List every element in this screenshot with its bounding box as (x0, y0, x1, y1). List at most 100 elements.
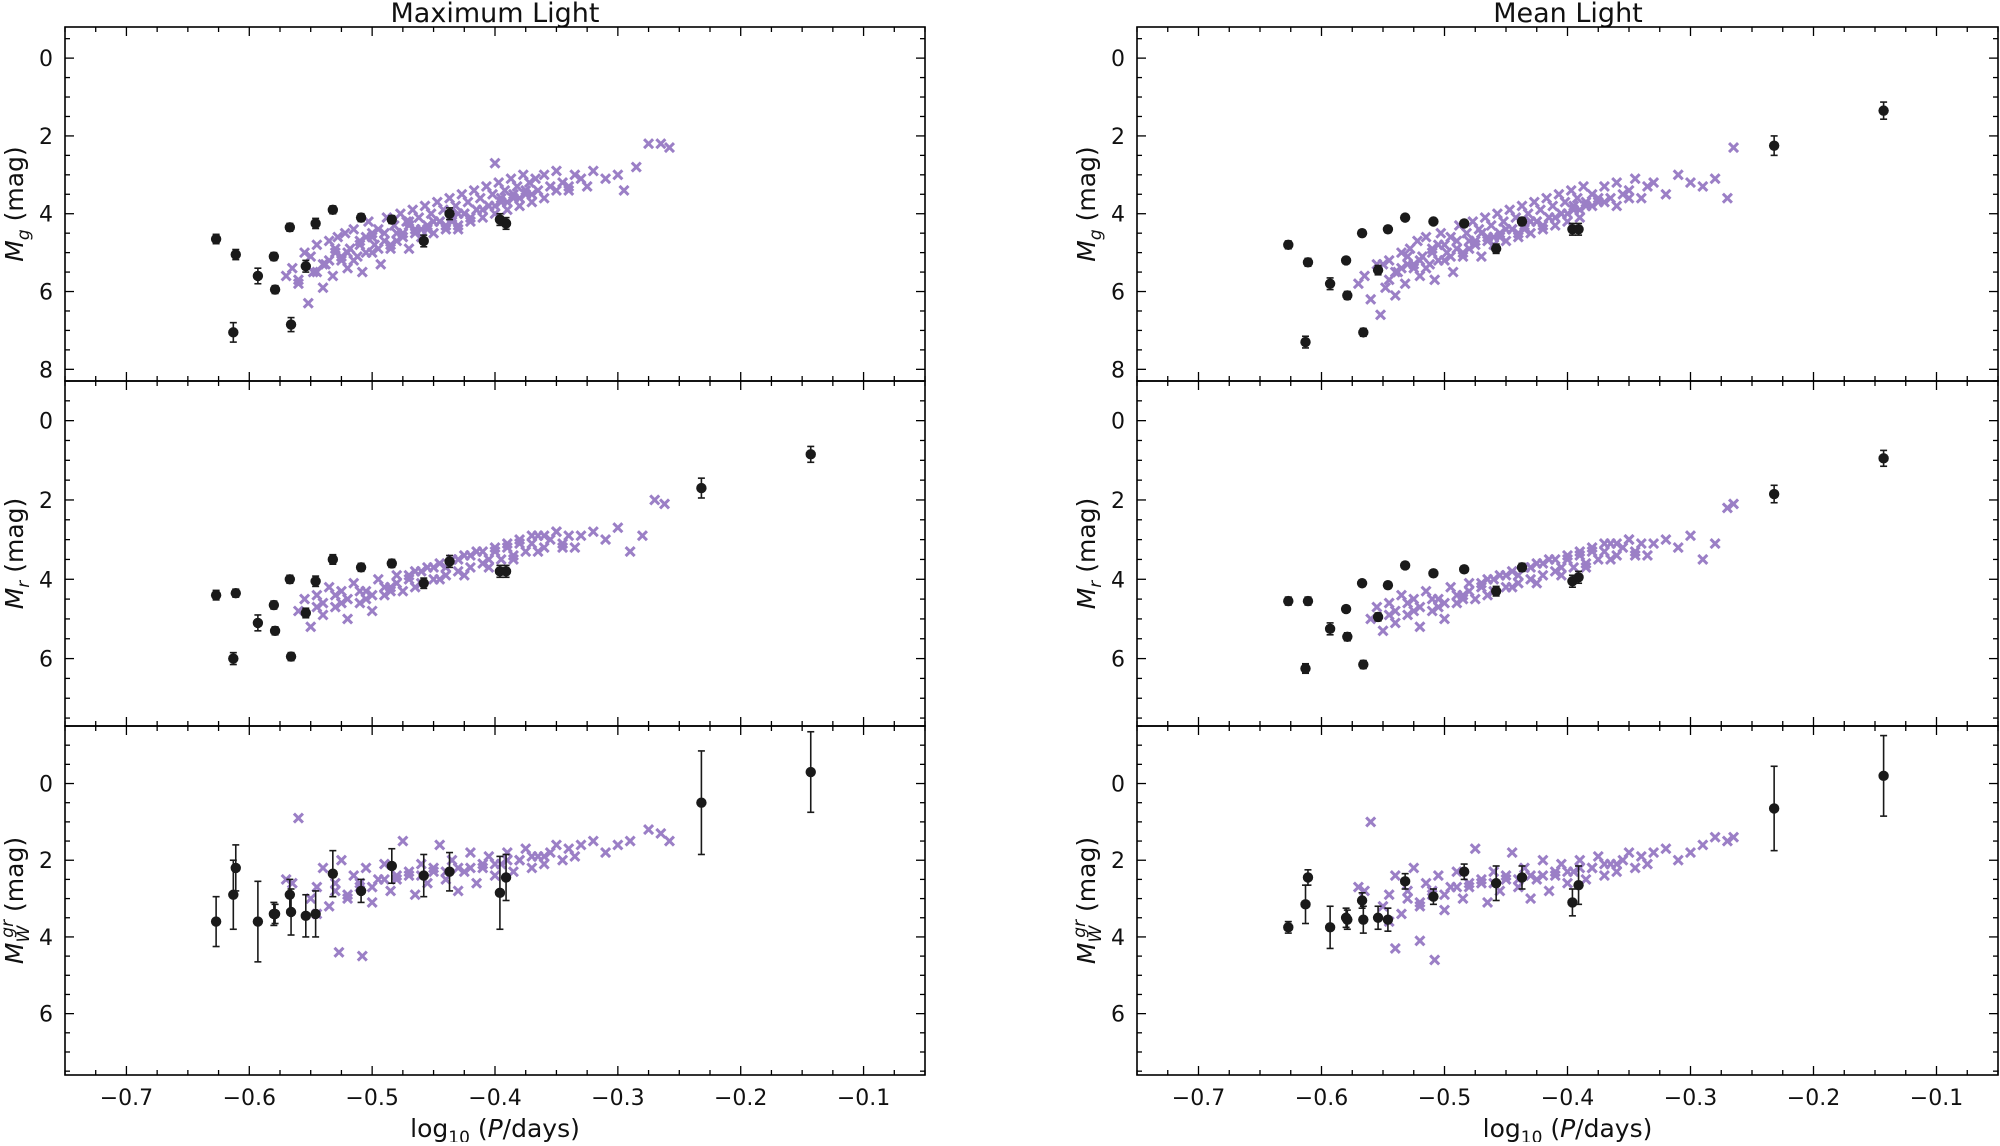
target-point (1283, 922, 1294, 933)
sample-point (1429, 274, 1441, 286)
panel-mean-top-ylabel: Mg (mag) (1072, 146, 1106, 261)
target-point (1300, 899, 1311, 910)
sample-point (1629, 862, 1641, 874)
sample-point (1408, 258, 1420, 270)
target-point (1342, 290, 1353, 301)
sample-point (1709, 538, 1721, 550)
sample-point (1432, 870, 1444, 882)
sample-point (1648, 538, 1660, 550)
sample-point (403, 866, 415, 878)
target-point (1573, 879, 1584, 891)
sample-point (1611, 538, 1623, 550)
sample-point (452, 862, 464, 874)
target-point (210, 233, 222, 245)
x-tick-label: −0.6 (223, 1086, 276, 1111)
sample-point (532, 545, 544, 558)
target-point (1324, 922, 1336, 933)
sample-point (563, 180, 575, 193)
sample-point (1402, 609, 1414, 621)
sample-point (1445, 250, 1457, 263)
column-titles: Maximum Light Mean Light (391, 0, 1643, 29)
sample-point (342, 613, 354, 625)
target-point (1324, 278, 1336, 289)
sample-point (1365, 293, 1377, 305)
sample-point (1641, 180, 1654, 193)
target-point (1302, 872, 1314, 883)
sample-point (323, 900, 335, 912)
sample-point (1534, 204, 1547, 216)
target-point (1399, 560, 1411, 571)
sample-point (1500, 235, 1512, 247)
column-title-maximum-light: Maximum Light (391, 0, 600, 29)
sample-point (587, 165, 599, 177)
sample-point (1635, 538, 1647, 550)
sample-point (425, 208, 437, 220)
panel-mean-top: 0 2 4 6 8 Mg (mag) (1072, 26, 1999, 383)
sample-point (1395, 247, 1408, 259)
sample-point (403, 215, 415, 228)
target-point (386, 558, 397, 569)
target-point (1356, 895, 1368, 906)
sample-point (1414, 601, 1426, 613)
sample-point (643, 823, 655, 836)
sample-point (1494, 231, 1506, 243)
sample-point (462, 196, 474, 208)
panel-max-top: 0 2 4 6 8 Mg (mag) (0, 26, 926, 383)
target-point (285, 651, 297, 662)
sample-point (538, 192, 550, 204)
sample-point (1506, 565, 1518, 577)
sample-point (1457, 247, 1469, 259)
sample-point (477, 862, 489, 874)
sample-point (1598, 196, 1610, 208)
sample-point (477, 545, 489, 558)
panel-max-bottom-xlabel: log10 (P/days) (410, 1114, 580, 1142)
sample-point (428, 561, 440, 573)
sample-point (600, 173, 612, 185)
sample-point (305, 893, 317, 905)
target-point (696, 797, 707, 808)
y-tick-label: 0 (39, 410, 53, 435)
sample-point (636, 530, 648, 542)
sample-point (375, 258, 387, 270)
sample-point (385, 885, 397, 897)
column-title-mean-light: Mean Light (1493, 0, 1643, 29)
sample-point (1623, 846, 1635, 859)
sample-point (1352, 881, 1364, 893)
sample-point (1586, 545, 1598, 558)
target-point (300, 261, 311, 272)
sample-point (1549, 866, 1561, 878)
panel-mean-middle: 0 2 4 6 Mr (mag) (1072, 380, 1999, 727)
panel-mean-bottom-frame (1136, 725, 1999, 1076)
sample-point (1604, 553, 1617, 566)
sample-point (366, 605, 378, 617)
target-point (1458, 564, 1470, 575)
sample-point (1684, 846, 1697, 859)
sample-point (1555, 208, 1567, 220)
target-point (1490, 878, 1502, 889)
panel-max-middle: 0 2 4 6 Mr (mag) (0, 380, 926, 727)
sample-point (1672, 854, 1684, 866)
target-point (696, 482, 707, 494)
y-tick-label: 4 (1111, 926, 1125, 951)
sample-point (317, 282, 329, 294)
sample-point (1395, 908, 1408, 920)
sample-point (501, 854, 513, 866)
sample-point (538, 850, 550, 862)
target-point (386, 214, 397, 225)
sample-point (403, 870, 415, 882)
sample-point (1561, 877, 1574, 889)
sample-point (1451, 866, 1463, 878)
sample-point (317, 597, 329, 609)
sample-point (458, 866, 470, 878)
sample-point (1525, 893, 1537, 905)
sample-point (366, 589, 378, 601)
panel-max-bottom-frame (64, 725, 926, 1076)
sample-point (612, 522, 624, 534)
y-tick-label: 0 (39, 47, 53, 72)
sample-point (397, 231, 409, 243)
sample-point (663, 835, 676, 847)
sample-point (1684, 530, 1697, 542)
sample-point (450, 200, 462, 212)
